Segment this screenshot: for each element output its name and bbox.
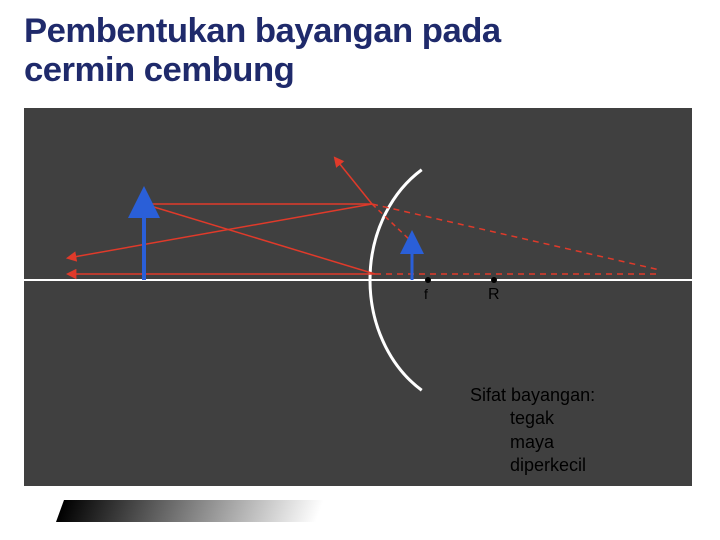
center-point-label: R [488, 286, 500, 304]
decorative-gradient-bar [56, 500, 324, 522]
focal-point-marker [425, 277, 431, 283]
property-item: tegak [470, 407, 595, 430]
slide: Pembentukan bayangan pada cermin cembung… [0, 0, 720, 540]
slide-title: Pembentukan bayangan pada cermin cembung [24, 12, 501, 90]
property-item: diperkecil [470, 454, 595, 477]
title-line-2: cermin cembung [24, 51, 501, 90]
properties-heading: Sifat bayangan: [470, 384, 595, 407]
title-line-1: Pembentukan bayangan pada [24, 12, 501, 51]
focal-point-label: f [424, 286, 428, 302]
center-point-marker [491, 277, 497, 283]
property-item: maya [470, 431, 595, 454]
image-properties: Sifat bayangan: tegak maya diperkecil [470, 384, 595, 478]
